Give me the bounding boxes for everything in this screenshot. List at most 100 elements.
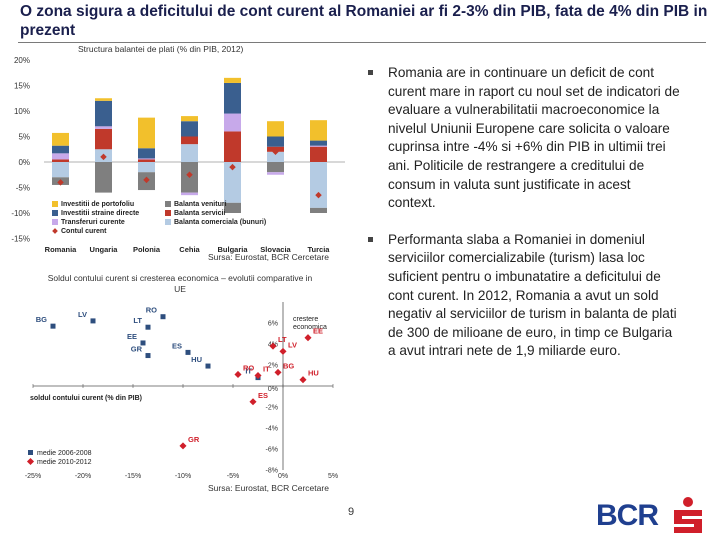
legend-label: Investitii straine directe [61, 210, 139, 217]
y-tick-label: 20% [14, 56, 30, 65]
y-axis-label: crestere economica [293, 316, 327, 331]
current-account-marker [186, 171, 193, 179]
point-label: GR [188, 435, 200, 444]
bar-segment [267, 172, 284, 175]
scatter-point [279, 347, 287, 355]
y-tick-label: 5% [18, 133, 30, 142]
bar-segment [310, 146, 327, 162]
scatter-point [90, 318, 96, 324]
scatter-point [50, 323, 56, 329]
y-tick-label: 0% [268, 386, 278, 393]
x-tick-label: 5% [328, 473, 338, 480]
bar-segment [52, 162, 69, 178]
y-tick-label: -2% [266, 405, 278, 412]
legend-label: medie 2006-2008 [37, 450, 92, 457]
bar-segment [138, 148, 155, 159]
bar-segment [52, 159, 69, 162]
bar-segment [95, 100, 112, 127]
point-label: HU [308, 369, 319, 378]
bar-segment [52, 153, 69, 160]
scatter-chart: -25%-20%-15%-10%-5%0%5%6%4%2%-2%-4%-6%-8… [25, 302, 338, 480]
category-label: Romania [45, 245, 78, 254]
scatter-point [145, 324, 151, 330]
bar-segment [52, 132, 69, 146]
category-label: Polonia [133, 245, 161, 254]
bar-segment [310, 120, 327, 141]
bar-segment [310, 207, 327, 213]
bullet-marker [368, 236, 373, 242]
bar-segment [310, 162, 327, 208]
bar-segment [95, 98, 112, 101]
scatter-point [145, 353, 151, 359]
y-axis-label-line: crestere [293, 316, 318, 323]
x-tick-label: -15% [125, 473, 141, 480]
point-label: RO [146, 306, 157, 315]
legend-swatch [26, 457, 35, 466]
y-tick-label: 2% [268, 363, 278, 370]
bar-segment [267, 121, 284, 137]
legend-label: Contul curent [61, 228, 107, 235]
legend-label: medie 2010-2012 [37, 459, 92, 466]
bar-segment [224, 162, 241, 203]
bar-segment [138, 117, 155, 149]
category-label: Bulgaria [217, 245, 248, 254]
bullet-item: Romania are in continuare un deficit de … [368, 64, 680, 213]
scatter-point [179, 442, 187, 450]
x-tick-label: -25% [25, 473, 41, 480]
scatter-point [249, 398, 257, 406]
point-label: LT [133, 316, 142, 325]
y-tick-label: 10% [14, 107, 30, 116]
logo-symbol-icon [674, 497, 702, 533]
bar-segment [224, 77, 241, 83]
bar-segment [310, 145, 327, 147]
scatter-point [160, 314, 166, 320]
point-label: EE [127, 332, 137, 341]
scatter-point [205, 363, 211, 369]
bar-segment [224, 82, 241, 114]
legend-label: Balanta venituri [174, 201, 227, 208]
point-label: BG [36, 315, 47, 324]
bullet-text: Romania are in continuare un deficit de … [388, 65, 680, 211]
legend-label: Balanta servicii [174, 210, 225, 217]
y-tick-label: 0% [18, 158, 30, 167]
scatter-point [304, 334, 312, 342]
legend-label: Transferuri curente [61, 219, 125, 226]
bullet-item: Performanta slaba a Romaniei in domeniul… [368, 231, 680, 361]
page-number: 9 [348, 506, 355, 518]
point-label: LV [288, 340, 297, 349]
bar-chart: 20% 15% 10% 5% 0% -5% -10% -15% Romania Ungaria Po… [11, 56, 345, 254]
y-tick-label: -8% [266, 468, 278, 475]
bar-segment [95, 126, 112, 129]
category-label: Cehia [179, 245, 200, 254]
bar-segment [95, 162, 112, 193]
slide-title: O zona sigura a deficitului de cont cure… [20, 3, 708, 39]
bar-segment [181, 144, 198, 162]
legend-swatch [28, 450, 33, 455]
bar-segment [224, 131, 241, 162]
bar-segment [267, 162, 284, 173]
legend-swatch [165, 219, 171, 225]
bar-chart-source: Sursa: Eurostat, BCR Cercetare [208, 252, 329, 262]
y-tick-label: 6% [268, 321, 278, 328]
category-label: Slovacia [260, 245, 291, 254]
scatter-chart-source: Sursa: Eurostat, BCR Cercetare [208, 483, 329, 493]
category-label: Ungaria [90, 245, 119, 254]
scatter-point [185, 349, 191, 355]
logo-text: BCR [596, 499, 659, 532]
x-tick-label: -20% [75, 473, 91, 480]
scatter-chart-title: Soldul contului curent si cresterea econ… [47, 273, 313, 294]
legend-swatch [52, 228, 58, 234]
point-label: IT [263, 365, 270, 374]
y-axis-label-line: economica [293, 324, 327, 331]
legend-swatch [165, 210, 171, 216]
bar-segment [138, 158, 155, 160]
point-label: LV [78, 310, 87, 319]
x-tick-label: -5% [227, 473, 239, 480]
point-label: IT [245, 367, 252, 376]
scatter-point [274, 368, 282, 376]
bar-segment [95, 128, 112, 150]
bar-segment [267, 136, 284, 147]
current-account-marker [100, 153, 107, 161]
point-label: BG [283, 361, 294, 370]
y-tick-label: -5% [16, 184, 30, 193]
